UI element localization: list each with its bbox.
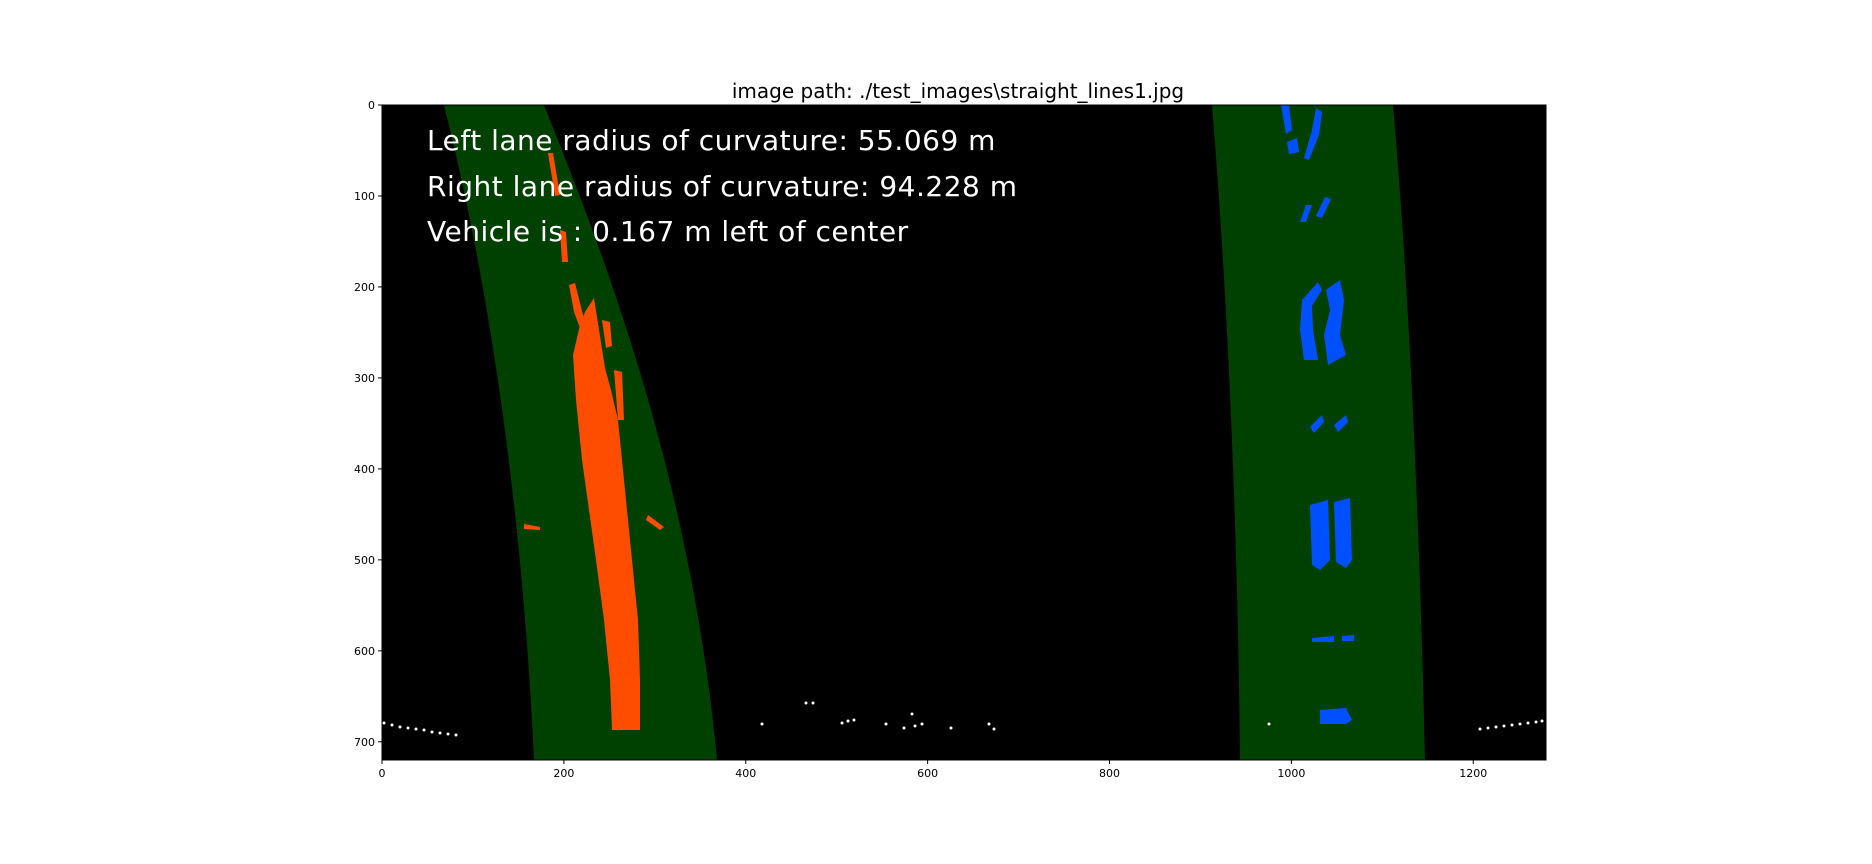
right-curvature-text: Right lane radius of curvature: 94.228 m — [427, 170, 1018, 203]
left-curvature-text: Left lane radius of curvature: 55.069 m — [427, 124, 996, 157]
vehicle-offset-text: Vehicle is : 0.167 m left of center — [427, 215, 909, 248]
x-tick-label: 1200 — [1459, 767, 1487, 780]
y-tick-label: 100 — [354, 190, 375, 203]
x-tick-label: 600 — [917, 767, 938, 780]
right-lane-fill — [1212, 105, 1425, 760]
x-tick-label: 0 — [379, 767, 386, 780]
axes-frame — [381, 104, 1547, 761]
plot-title: image path: ./test_images\straight_lines… — [732, 79, 1184, 103]
y-axis: 0 100 200 300 400 500 600 700 — [354, 99, 382, 749]
y-tick-label: 500 — [354, 554, 375, 567]
lane-detection-image: Left lane radius of curvature: 55.069 m … — [382, 105, 1546, 760]
y-tick-label: 300 — [354, 372, 375, 385]
noise-pixels — [382, 701, 1544, 737]
x-tick-label: 1000 — [1277, 767, 1305, 780]
x-axis: 0 200 400 600 800 1000 1200 — [379, 760, 1487, 780]
y-tick-label: 200 — [354, 281, 375, 294]
y-tick-label: 600 — [354, 645, 375, 658]
x-tick-label: 800 — [1099, 767, 1120, 780]
x-tick-label: 200 — [553, 767, 574, 780]
y-tick-label: 400 — [354, 463, 375, 476]
y-tick-label: 0 — [368, 99, 375, 112]
right-lane-pixels — [1281, 105, 1354, 724]
y-tick-label: 700 — [354, 736, 375, 749]
x-tick-label: 400 — [735, 767, 756, 780]
left-lane-pixels — [524, 153, 664, 730]
